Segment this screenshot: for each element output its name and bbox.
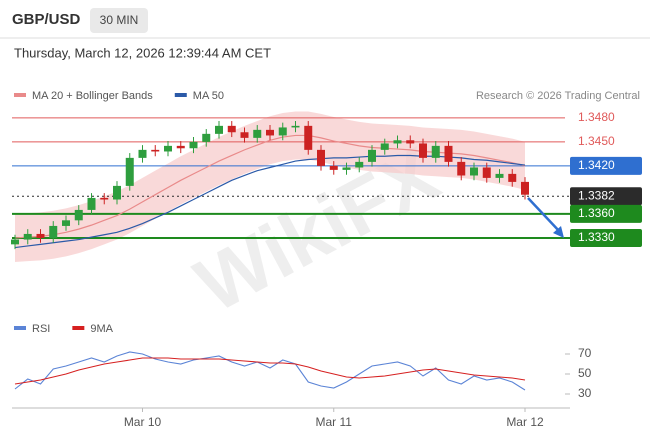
candle-body xyxy=(406,140,415,144)
indicator-line xyxy=(14,351,526,391)
level-label-box xyxy=(570,204,642,223)
y-tick-label: 30 xyxy=(578,386,592,400)
candle-body xyxy=(304,125,313,150)
candle-body xyxy=(87,197,96,210)
plot: 1.3480 1.3450 1.3420 1.3382 1.3360 1.3330 MA 2… xyxy=(11,90,642,429)
candle-body xyxy=(291,125,300,128)
interval-box xyxy=(90,8,148,33)
interval: 30 MIN xyxy=(100,13,139,27)
candle-body xyxy=(482,167,491,178)
level-label: 1.3360 xyxy=(578,206,615,220)
candle-body xyxy=(164,145,172,152)
candle-body xyxy=(368,149,376,162)
candle-body xyxy=(470,167,478,176)
legend-label: MA 50 xyxy=(193,90,224,102)
candle-body xyxy=(380,143,389,150)
legend-label: MA 20 + Bollinger Bands xyxy=(32,90,153,102)
level-label-box xyxy=(570,228,642,247)
candle-body xyxy=(215,125,223,134)
level-label: 1.3480 xyxy=(578,110,615,124)
candle-body xyxy=(317,149,325,166)
candle-body xyxy=(100,197,109,200)
y-tick-label: 50 xyxy=(578,366,592,380)
legend-label: 9MA xyxy=(90,323,113,335)
level-label: 1.3382 xyxy=(578,188,615,202)
candle-body xyxy=(342,167,351,170)
candle-body xyxy=(151,149,160,152)
candle-body xyxy=(189,141,198,149)
legend-swatch xyxy=(174,93,187,97)
forecast-arrowhead xyxy=(553,226,564,238)
candle-body xyxy=(62,220,70,226)
candle-body xyxy=(266,129,274,136)
level-label-box xyxy=(570,156,642,175)
candle-body xyxy=(125,157,134,186)
ma-line xyxy=(14,154,526,249)
candle-body xyxy=(508,173,517,182)
candle-body xyxy=(11,239,19,245)
candle-body xyxy=(36,233,45,238)
candle-body xyxy=(444,145,453,162)
x-tick-label: Mar 11 xyxy=(316,415,353,429)
candle-body xyxy=(521,181,529,195)
candle-body xyxy=(495,173,504,178)
candle-body xyxy=(393,140,402,144)
legend-swatch xyxy=(14,93,26,97)
candle-body xyxy=(355,161,364,168)
candle-body xyxy=(329,165,338,170)
candle-body xyxy=(113,185,121,200)
candle-body xyxy=(253,129,262,138)
legend-swatch xyxy=(72,326,85,330)
source: Research © 2026 Trading Central xyxy=(476,90,640,102)
candle-body xyxy=(457,161,466,176)
x-tick-label: Mar 12 xyxy=(506,415,544,429)
legend-label: RSI xyxy=(32,323,50,335)
indicator-line xyxy=(14,357,526,385)
candle-body xyxy=(202,133,211,142)
symbol: GBP/USD xyxy=(12,11,81,28)
candle-body xyxy=(176,145,185,149)
candle-body xyxy=(74,209,83,221)
level-label: 1.3420 xyxy=(578,158,615,172)
candle-body xyxy=(23,233,32,240)
legend-swatch xyxy=(14,326,26,330)
forecast-arrow xyxy=(527,197,561,233)
candle-body xyxy=(138,149,147,158)
candle-body xyxy=(431,145,440,158)
candle-body xyxy=(227,125,236,133)
candle-body xyxy=(419,143,427,158)
level-label-box xyxy=(570,187,642,206)
timestamp: Thursday, March 12, 2026 12:39:44 AM CET xyxy=(14,45,271,60)
level-label: 1.3450 xyxy=(578,134,615,148)
candle-body xyxy=(49,225,58,238)
y-tick-label: 70 xyxy=(578,346,592,360)
level-label: 1.3330 xyxy=(578,230,615,244)
x-tick-label: Mar 10 xyxy=(124,415,162,429)
candle-body xyxy=(278,127,287,136)
candle-body xyxy=(240,132,249,138)
